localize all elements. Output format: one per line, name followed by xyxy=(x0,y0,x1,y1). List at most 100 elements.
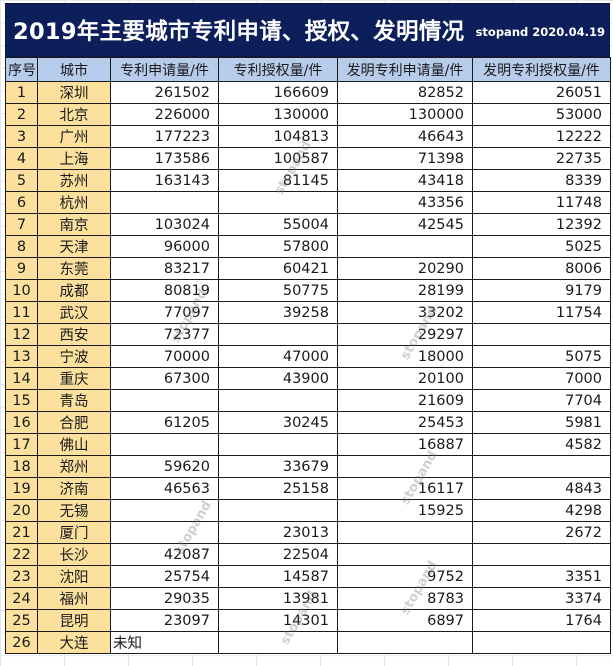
header-patent-apps[interactable]: 专利申请量/件 xyxy=(110,57,219,82)
patent-apps-cell[interactable]: 59620 xyxy=(110,455,219,478)
patent-apps-cell[interactable] xyxy=(110,521,219,544)
row-index-cell[interactable]: 12 xyxy=(5,323,38,346)
patent-apps-cell[interactable]: 83217 xyxy=(110,257,219,280)
invention-apps-cell[interactable]: 9752 xyxy=(337,565,473,588)
patent-apps-cell[interactable]: 未知 xyxy=(110,631,219,654)
patent-apps-cell[interactable]: 177223 xyxy=(110,125,219,148)
row-index-cell[interactable]: 2 xyxy=(5,103,38,126)
invention-grants-cell[interactable]: 3374 xyxy=(472,587,611,610)
row-index-cell[interactable]: 8 xyxy=(5,235,38,258)
row-index-cell[interactable]: 16 xyxy=(5,411,38,434)
row-index-cell[interactable]: 6 xyxy=(5,191,38,214)
patent-grants-cell[interactable] xyxy=(218,433,338,456)
patent-grants-cell[interactable]: 100587 xyxy=(218,147,338,170)
patent-grants-cell[interactable]: 60421 xyxy=(218,257,338,280)
patent-apps-cell[interactable]: 61205 xyxy=(110,411,219,434)
patent-grants-cell[interactable]: 50775 xyxy=(218,279,338,302)
invention-grants-cell[interactable]: 22735 xyxy=(472,147,611,170)
invention-apps-cell[interactable]: 15925 xyxy=(337,499,473,522)
city-cell[interactable]: 苏州 xyxy=(37,169,111,192)
invention-apps-cell[interactable]: 25453 xyxy=(337,411,473,434)
invention-grants-cell[interactable]: 3351 xyxy=(472,565,611,588)
invention-grants-cell[interactable]: 12222 xyxy=(472,125,611,148)
city-cell[interactable]: 东莞 xyxy=(37,257,111,280)
invention-apps-cell[interactable] xyxy=(337,235,473,258)
patent-apps-cell[interactable]: 77097 xyxy=(110,301,219,324)
patent-grants-cell[interactable]: 14587 xyxy=(218,565,338,588)
row-index-cell[interactable]: 13 xyxy=(5,345,38,368)
city-cell[interactable]: 天津 xyxy=(37,235,111,258)
city-cell[interactable]: 昆明 xyxy=(37,609,111,632)
patent-apps-cell[interactable]: 29035 xyxy=(110,587,219,610)
invention-grants-cell[interactable]: 11754 xyxy=(472,301,611,324)
row-index-cell[interactable]: 4 xyxy=(5,147,38,170)
patent-apps-cell[interactable]: 96000 xyxy=(110,235,219,258)
patent-grants-cell[interactable]: 55004 xyxy=(218,213,338,236)
invention-apps-cell[interactable] xyxy=(337,631,473,654)
patent-grants-cell[interactable]: 13981 xyxy=(218,587,338,610)
patent-apps-cell[interactable] xyxy=(110,499,219,522)
invention-grants-cell[interactable]: 7000 xyxy=(472,367,611,390)
row-index-cell[interactable]: 25 xyxy=(5,609,38,632)
invention-apps-cell[interactable]: 16887 xyxy=(337,433,473,456)
patent-apps-cell[interactable]: 103024 xyxy=(110,213,219,236)
city-cell[interactable]: 成都 xyxy=(37,279,111,302)
invention-grants-cell[interactable]: 11748 xyxy=(472,191,611,214)
invention-grants-cell[interactable]: 8339 xyxy=(472,169,611,192)
patent-apps-cell[interactable]: 173586 xyxy=(110,147,219,170)
invention-apps-cell[interactable]: 29297 xyxy=(337,323,473,346)
row-index-cell[interactable]: 17 xyxy=(5,433,38,456)
row-index-cell[interactable]: 21 xyxy=(5,521,38,544)
row-index-cell[interactable]: 20 xyxy=(5,499,38,522)
patent-apps-cell[interactable]: 80819 xyxy=(110,279,219,302)
invention-grants-cell[interactable]: 26051 xyxy=(472,81,611,104)
patent-grants-cell[interactable]: 14301 xyxy=(218,609,338,632)
city-cell[interactable]: 厦门 xyxy=(37,521,111,544)
invention-apps-cell[interactable]: 43356 xyxy=(337,191,473,214)
invention-grants-cell[interactable] xyxy=(472,455,611,478)
city-cell[interactable]: 无锡 xyxy=(37,499,111,522)
row-index-cell[interactable]: 3 xyxy=(5,125,38,148)
patent-grants-cell[interactable]: 39258 xyxy=(218,301,338,324)
invention-apps-cell[interactable]: 8783 xyxy=(337,587,473,610)
invention-grants-cell[interactable]: 4843 xyxy=(472,477,611,500)
city-cell[interactable]: 深圳 xyxy=(37,81,111,104)
patent-apps-cell[interactable]: 163143 xyxy=(110,169,219,192)
invention-apps-cell[interactable]: 20100 xyxy=(337,367,473,390)
city-cell[interactable]: 长沙 xyxy=(37,543,111,566)
row-index-cell[interactable]: 14 xyxy=(5,367,38,390)
row-index-cell[interactable]: 9 xyxy=(5,257,38,280)
invention-apps-cell[interactable]: 82852 xyxy=(337,81,473,104)
header-invention-grants[interactable]: 发明专利授权量/件 xyxy=(472,57,611,82)
header-patent-grants[interactable]: 专利授权量/件 xyxy=(218,57,338,82)
invention-apps-cell[interactable]: 20290 xyxy=(337,257,473,280)
invention-grants-cell[interactable]: 12392 xyxy=(472,213,611,236)
city-cell[interactable]: 西安 xyxy=(37,323,111,346)
city-cell[interactable]: 北京 xyxy=(37,103,111,126)
patent-grants-cell[interactable]: 25158 xyxy=(218,477,338,500)
row-index-cell[interactable]: 5 xyxy=(5,169,38,192)
invention-apps-cell[interactable]: 28199 xyxy=(337,279,473,302)
invention-apps-cell[interactable]: 6897 xyxy=(337,609,473,632)
invention-apps-cell[interactable]: 42545 xyxy=(337,213,473,236)
invention-grants-cell[interactable]: 4582 xyxy=(472,433,611,456)
row-index-cell[interactable]: 19 xyxy=(5,477,38,500)
row-index-cell[interactable]: 22 xyxy=(5,543,38,566)
patent-apps-cell[interactable]: 67300 xyxy=(110,367,219,390)
header-invention-apps[interactable]: 发明专利申请量/件 xyxy=(337,57,473,82)
header-city[interactable]: 城市 xyxy=(37,57,111,82)
city-cell[interactable]: 青岛 xyxy=(37,389,111,412)
patent-apps-cell[interactable]: 42087 xyxy=(110,543,219,566)
invention-grants-cell[interactable]: 8006 xyxy=(472,257,611,280)
city-cell[interactable]: 济南 xyxy=(37,477,111,500)
invention-grants-cell[interactable]: 5025 xyxy=(472,235,611,258)
city-cell[interactable]: 佛山 xyxy=(37,433,111,456)
patent-apps-cell[interactable]: 226000 xyxy=(110,103,219,126)
invention-apps-cell[interactable]: 71398 xyxy=(337,147,473,170)
patent-apps-cell[interactable] xyxy=(110,433,219,456)
patent-apps-cell[interactable] xyxy=(110,389,219,412)
invention-grants-cell[interactable]: 4298 xyxy=(472,499,611,522)
patent-grants-cell[interactable]: 30245 xyxy=(218,411,338,434)
invention-apps-cell[interactable] xyxy=(337,455,473,478)
invention-apps-cell[interactable]: 16117 xyxy=(337,477,473,500)
